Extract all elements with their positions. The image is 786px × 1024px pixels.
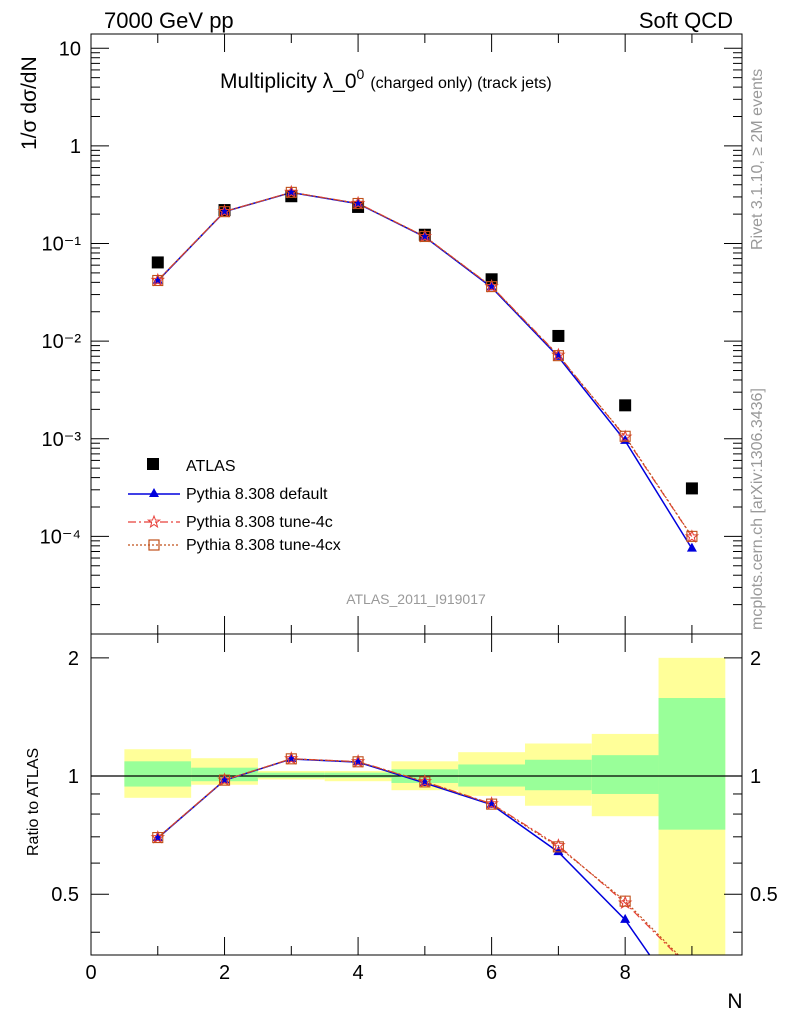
y-tick-label: 10⁻² [42, 331, 82, 353]
chart-title: Multiplicity λ_00(charged only) (track j… [220, 66, 552, 93]
data-point [150, 272, 165, 287]
ratio-y-tick-label-right: 0.5 [750, 884, 778, 906]
energy-label: 7000 GeV pp [104, 8, 234, 33]
ratio-y-tick-label-right: 2 [750, 648, 761, 670]
ratio-point [152, 832, 164, 844]
ratio-y-tick-label-left: 1 [68, 766, 79, 788]
ratio-point [620, 913, 631, 923]
green-band [124, 761, 192, 787]
ratio-point [419, 776, 431, 788]
x-tick-label: 2 [219, 962, 230, 984]
y-axis-label: 1/σ dσ/dN [18, 56, 41, 150]
ratio-point [150, 830, 165, 844]
data-point [285, 186, 297, 198]
legend: ATLAS Pythia 8.308 default Pythia 8.308 … [128, 458, 341, 554]
ratio-point [619, 895, 631, 907]
green-band [525, 759, 592, 791]
data-point [350, 195, 366, 210]
ratio-point [417, 774, 433, 788]
ratio-point [551, 838, 566, 852]
ratio-panel: 0.5 0.5 1 1 2 2 0 2 4 6 8 Ratio to ATLAS N [25, 633, 778, 1013]
data-point [151, 256, 164, 269]
y-tick-label: 10⁻⁴ [40, 526, 81, 548]
data-point [284, 184, 299, 199]
ratio-point [553, 846, 564, 856]
data-point [684, 529, 700, 543]
data-point [217, 203, 232, 218]
ratio-point [284, 751, 299, 765]
legend-label-4cx: Pythia 8.308 tune-4cx [186, 537, 341, 554]
ratio-point [352, 756, 364, 768]
legend-marker-default [149, 488, 159, 497]
ratio-bands [124, 657, 726, 955]
data-point [484, 278, 499, 293]
x-tick-label: 4 [353, 962, 364, 984]
green-band [257, 772, 325, 778]
data-point [152, 274, 164, 287]
ratio-frame [90, 633, 743, 956]
analysis-id: ATLAS_2011_I919017 [346, 591, 486, 607]
data-point [417, 228, 433, 243]
main-markers [150, 184, 700, 552]
x-tick-label: 0 [85, 962, 96, 984]
process-label: Soft QCD [639, 8, 733, 33]
green-band [591, 755, 659, 794]
y-tick-label: 10⁻³ [42, 429, 82, 451]
legend-label-4c: Pythia 8.308 tune-4c [186, 514, 333, 531]
x-axis-label: N [727, 990, 742, 1013]
ratio-y-label: Ratio to ATLAS [25, 748, 42, 856]
data-point [685, 482, 698, 495]
series-line [157, 191, 693, 537]
legend-marker-4cx [148, 539, 160, 551]
data-point [619, 399, 632, 412]
data-point [419, 230, 431, 243]
legend-marker-atlas [147, 458, 159, 470]
ratio-point [217, 772, 232, 787]
ratio-series-line [157, 758, 680, 955]
rivet-label: Rivet 3.1.10, ≥ 2M events [749, 69, 766, 250]
ratio-y-tick-label-right: 1 [750, 766, 761, 788]
mcplots-label: mcplots.cern.ch [arXiv:1306.3436] [749, 388, 766, 630]
legend-label-default: Pythia 8.308 default [186, 486, 328, 503]
data-point [486, 281, 498, 293]
data-point [686, 530, 698, 542]
data-point [551, 347, 566, 362]
data-point [619, 430, 631, 442]
ratio-point [552, 841, 564, 853]
ratio-point [617, 895, 633, 910]
ratio-ticks: 0.5 0.5 1 1 2 2 0 2 4 6 8 [51, 634, 778, 984]
green-band [658, 698, 726, 830]
ratio-point [486, 798, 498, 810]
data-point [218, 206, 231, 218]
data-point [352, 197, 364, 210]
data-point [552, 329, 565, 342]
legend-label-atlas: ATLAS [186, 458, 236, 475]
main-y-ticks: 10 1 10⁻¹ 10⁻² 10⁻³ 10⁻⁴ [40, 34, 742, 635]
ratio-point [350, 754, 366, 768]
data-point [617, 429, 633, 444]
ratio-y-tick-label-left: 2 [68, 648, 79, 670]
main-panel: 10 1 10⁻¹ 10⁻² 10⁻³ 10⁻⁴ Multiplicity λ_00(ch… [18, 33, 743, 635]
ratio-point [484, 796, 499, 810]
green-band [324, 772, 392, 778]
y-tick-label: 10 [59, 38, 81, 60]
data-point [552, 350, 564, 362]
ratio-point [285, 753, 297, 765]
y-tick-label: 1 [70, 136, 81, 158]
ratio-point [218, 774, 231, 786]
x-tick-label: 6 [486, 962, 497, 984]
data-point [686, 542, 697, 552]
ratio-y-tick-label-left: 0.5 [51, 884, 79, 906]
legend-marker-4c [146, 514, 162, 529]
x-tick-label: 8 [620, 962, 631, 984]
ratio-markers [150, 751, 633, 923]
y-tick-label: 10⁻¹ [42, 234, 82, 256]
